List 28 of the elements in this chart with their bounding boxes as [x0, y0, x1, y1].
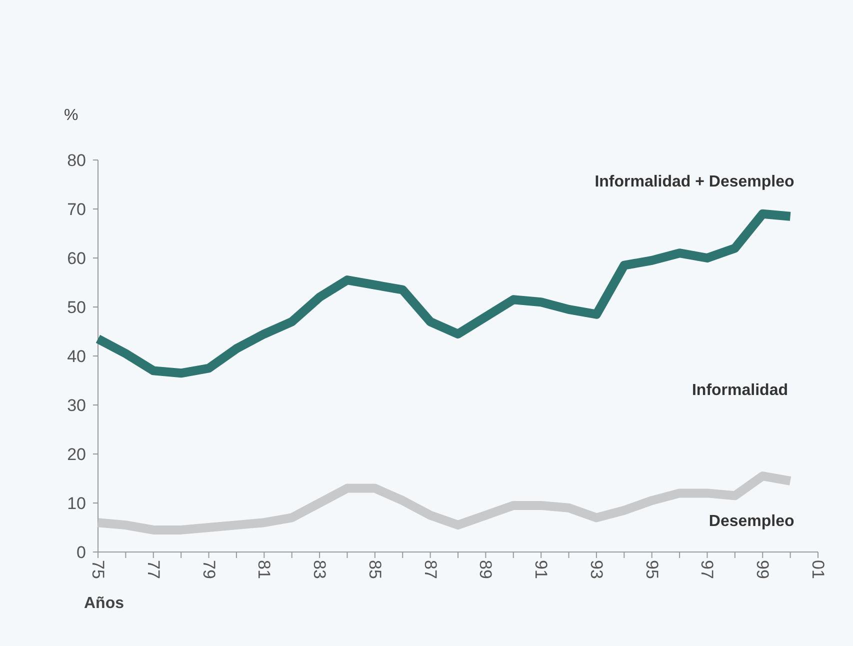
- y-tick-label: 30: [67, 396, 86, 415]
- y-tick-label: 80: [67, 151, 86, 170]
- y-tick-label: 60: [67, 249, 86, 268]
- x-tick-label: 79: [199, 560, 218, 579]
- x-tick-label: 75: [88, 560, 108, 579]
- x-tick-label: 85: [365, 560, 384, 579]
- y-axis-title: %: [64, 107, 78, 124]
- y-tick-label: 20: [67, 445, 86, 464]
- x-tick-label: 95: [642, 560, 662, 579]
- x-tick-label: 87: [420, 560, 440, 579]
- x-tick-label: 97: [698, 560, 717, 579]
- x-tick-label: 99: [753, 560, 772, 579]
- y-tick-label: 10: [67, 494, 86, 513]
- series-label: Informalidad + Desempleo: [594, 173, 795, 190]
- x-tick-label: 77: [144, 560, 163, 579]
- x-tick-label: 93: [586, 560, 606, 579]
- x-axis-title: Años: [84, 595, 124, 612]
- x-tick-label: 89: [476, 560, 496, 579]
- y-tick-label: 0: [76, 543, 86, 562]
- x-tick-label: 81: [254, 560, 274, 579]
- x-tick-label: 01: [808, 560, 828, 579]
- x-tick-label: 91: [532, 560, 551, 579]
- x-tick-label: 83: [310, 560, 330, 579]
- y-tick-label: 50: [67, 298, 86, 317]
- annotation: Informalidad: [692, 382, 788, 400]
- y-tick-label: 70: [67, 200, 86, 219]
- y-tick-label: 40: [67, 347, 86, 366]
- series-label: Desempleo: [708, 512, 795, 530]
